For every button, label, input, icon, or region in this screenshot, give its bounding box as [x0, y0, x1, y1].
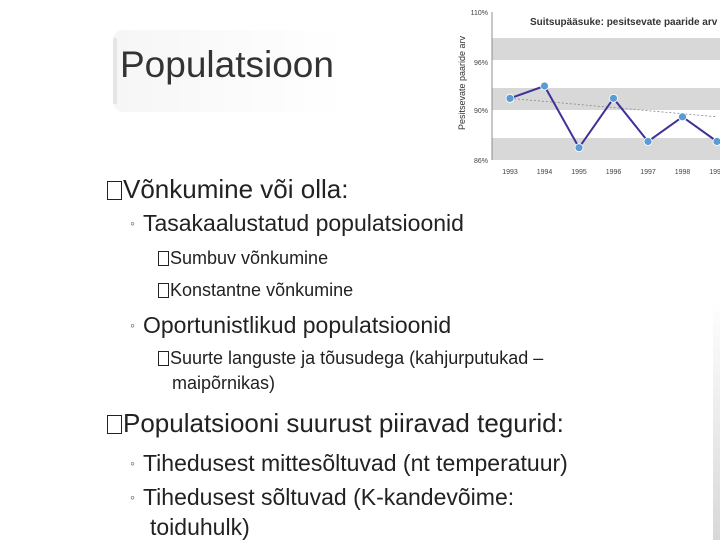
data-point — [540, 81, 549, 91]
slide-edge-shadow — [713, 300, 720, 540]
bullet-square-icon — [158, 251, 169, 266]
bullet-text: Tihedusest mittesõltuvad (nt temperatuur… — [142, 450, 568, 476]
bullet-text: Populatsiooni suurust piiravad tegurid: — [123, 408, 564, 438]
chart-points — [505, 81, 720, 153]
chart-ticks: 86% 90% 96% 110% 1993 1994 1995 1996 1997 1998 199… — [471, 10, 720, 176]
y-tick-label: 110% — [471, 10, 488, 17]
y-tick-label: 90% — [474, 108, 488, 115]
x-tick-label: 1999 — [709, 169, 720, 176]
bullet-level3: Sumbuv võnkumine — [158, 248, 328, 269]
bullet-square-icon — [158, 283, 169, 298]
x-tick-label: 1995 — [571, 169, 587, 176]
data-point — [574, 143, 584, 153]
x-tick-label: 1997 — [640, 169, 656, 176]
chart-band — [492, 38, 720, 60]
data-point — [678, 112, 687, 122]
title-panel — [113, 30, 443, 112]
ring-bullet-icon: ◦ — [130, 317, 135, 333]
bullet-level2: ◦ Tasakaalustatud populatsioonid — [130, 210, 464, 237]
bullet-level1: Populatsiooni suurust piiravad tegurid: — [107, 408, 564, 439]
bullet-text: Tihedusest sõltuvad (K-kandevõime: — [142, 484, 515, 510]
bullet-text: Võnkumine või olla: — [123, 174, 349, 204]
bullet-text: Konstantne võnkumine — [170, 280, 354, 300]
x-tick-label: 1998 — [675, 169, 691, 176]
bullet-text: Tasakaalustatud populatsioonid — [142, 210, 464, 236]
chart-title: Suitsupääsuke: pesitsevate paaride arv — [530, 17, 718, 28]
x-tick-label: 1994 — [537, 169, 553, 176]
bullet-square-icon — [107, 181, 122, 200]
bullet-square-icon — [107, 415, 122, 434]
data-point — [609, 93, 618, 103]
bullet-text: Suurte languste ja tõusudega (kahjurputu… — [170, 348, 544, 368]
bullet-level2: ◦ Tihedusest mittesõltuvad (nt temperatuu… — [130, 450, 568, 477]
data-point — [505, 93, 515, 103]
x-tick-label: 1993 — [502, 169, 518, 176]
population-chart: 86% 90% 96% 110% 1993 1994 1995 1996 1997 1998 199… — [457, 10, 720, 176]
slide-title: Populatsioon — [120, 44, 334, 85]
ring-bullet-icon: ◦ — [130, 455, 135, 471]
bullet-text: Oportunistlikud populatsioonid — [142, 312, 452, 338]
bullet-text: Sumbuv võnkumine — [170, 248, 329, 268]
bullet-level2: ◦ Oportunistlikud populatsioonid — [130, 312, 451, 339]
bullet-square-icon — [158, 351, 169, 366]
ring-bullet-icon: ◦ — [130, 489, 135, 505]
bullet-level3: Suurte languste ja tõusudega (kahjurputu… — [158, 348, 543, 369]
bullet-level3-continuation: maipõrnikas) — [172, 373, 276, 393]
chart-band — [492, 138, 720, 160]
chart-bands — [492, 38, 720, 160]
y-tick-label: 86% — [474, 158, 488, 165]
bullet-level2: ◦ Tihedusest sõltuvad (K-kandevõime: — [130, 484, 514, 511]
chart-y-axis-label: Pesitsevate paaride arv — [457, 35, 467, 130]
bullet-level2-continuation: toiduhulk) — [150, 514, 250, 540]
bullet-level3: Konstantne võnkumine — [158, 280, 353, 301]
data-point — [712, 137, 720, 146]
title-accent-bar — [113, 38, 117, 104]
y-tick-label: 96% — [474, 60, 488, 67]
bullet-level1: Võnkumine või olla: — [107, 174, 348, 205]
ring-bullet-icon: ◦ — [130, 215, 135, 231]
data-point — [643, 137, 653, 146]
x-tick-label: 1996 — [606, 169, 622, 176]
